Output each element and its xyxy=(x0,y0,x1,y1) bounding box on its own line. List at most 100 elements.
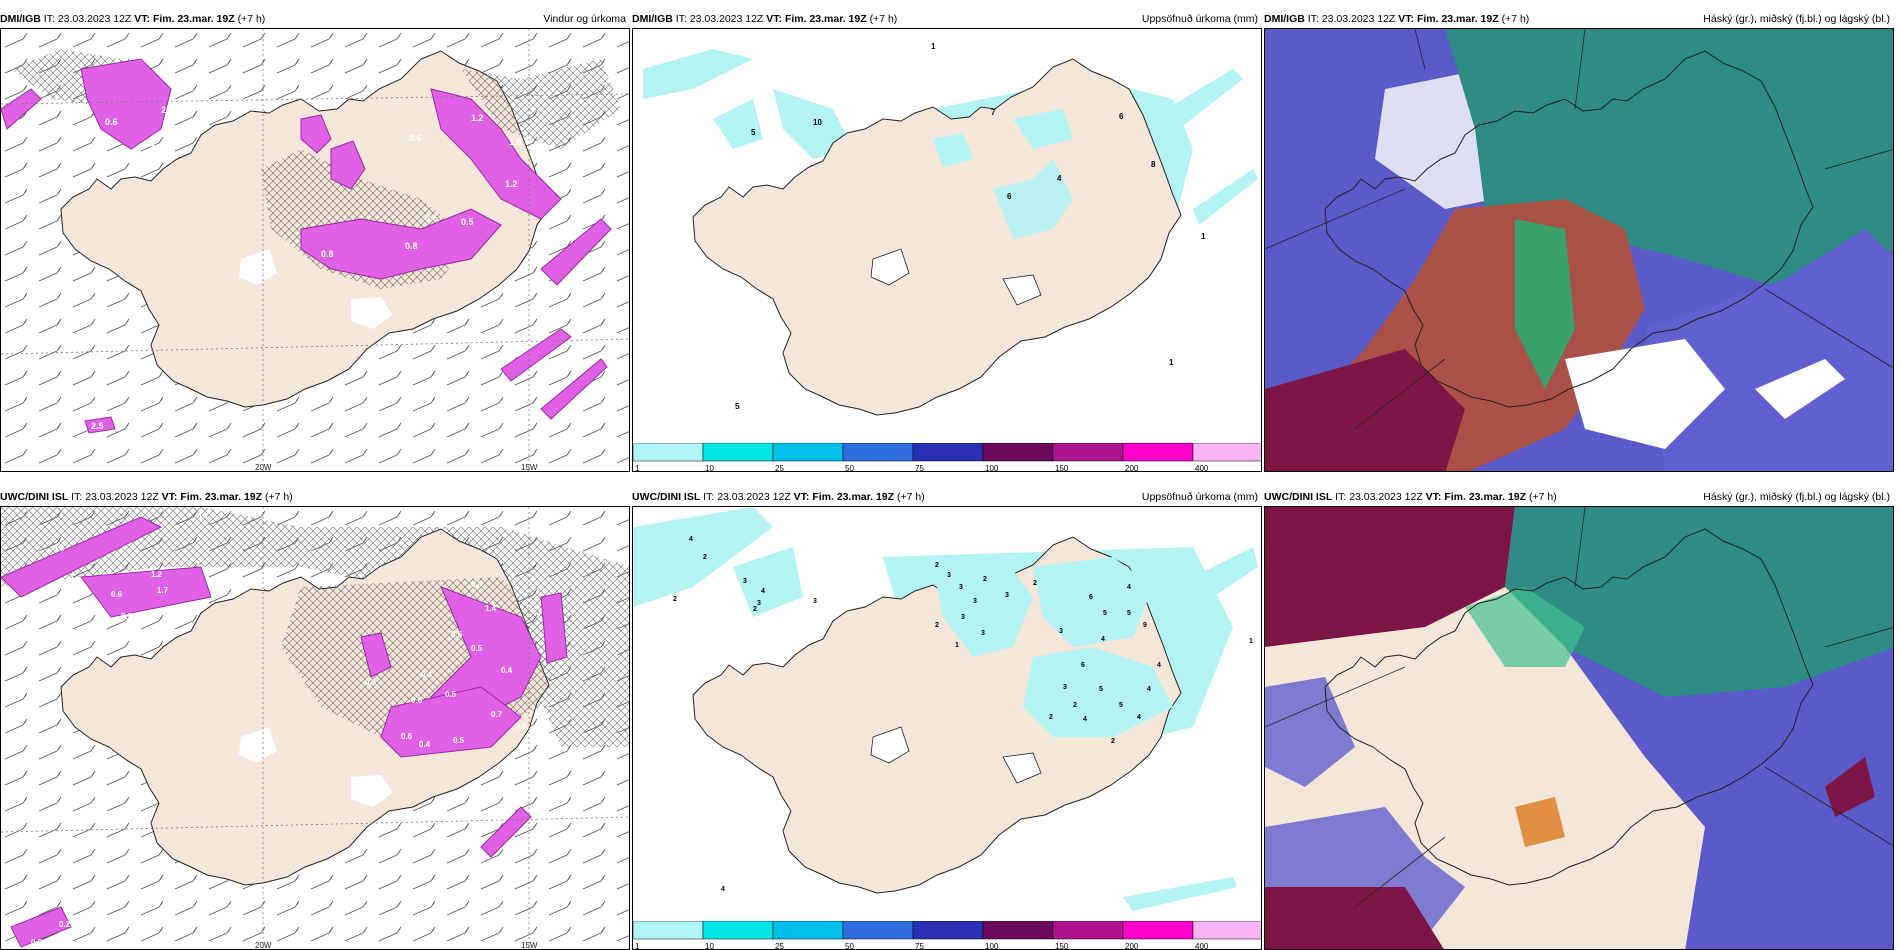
legend-swatch xyxy=(912,443,984,462)
svg-text:2: 2 xyxy=(935,622,939,629)
legend-label: 50 xyxy=(845,464,854,472)
map-area[interactable]: 2.8 1.2 0.6 1.6 1.2 0.6 0.5 0.8 0.5 1.2 … xyxy=(0,28,630,472)
model-name: DMI/IGB xyxy=(632,13,673,25)
legend-label: 100 xyxy=(985,464,999,472)
model-name: UWC/DINI ISL xyxy=(632,491,701,503)
svg-text:0.8: 0.8 xyxy=(471,580,483,589)
lead-time: (+7 h) xyxy=(264,491,293,503)
legend-swatch xyxy=(1122,921,1194,940)
svg-text:3: 3 xyxy=(1059,628,1063,635)
legend-label: 75 xyxy=(915,942,924,950)
svg-text:10: 10 xyxy=(813,118,822,127)
svg-text:0.4: 0.4 xyxy=(197,512,209,521)
legend-swatch xyxy=(1052,921,1124,940)
vt-label: VT: xyxy=(793,491,810,503)
legend-swatch xyxy=(772,443,844,462)
map-area[interactable] xyxy=(1264,506,1894,950)
it-label: IT: xyxy=(1335,491,1347,503)
svg-text:7: 7 xyxy=(991,108,996,117)
svg-text:4: 4 xyxy=(1101,636,1105,643)
legend-swatch xyxy=(1052,443,1124,462)
lon-label-20w: 20W xyxy=(255,941,272,950)
svg-text:2: 2 xyxy=(935,562,939,569)
svg-text:0.3: 0.3 xyxy=(365,678,377,687)
svg-text:2: 2 xyxy=(1033,580,1037,587)
svg-text:0.4: 0.4 xyxy=(421,670,433,679)
it-label: IT: xyxy=(1307,13,1319,25)
svg-text:2: 2 xyxy=(1111,738,1115,745)
it-time: 23.03.2023 12Z xyxy=(1321,13,1396,25)
svg-text:1.2: 1.2 xyxy=(151,143,164,153)
svg-text:0.5: 0.5 xyxy=(471,644,483,653)
svg-text:6: 6 xyxy=(1081,662,1085,669)
svg-text:2: 2 xyxy=(703,554,707,561)
panel-title: DMI/IGB IT: 23.03.2023 12Z VT: Fim. 23.m… xyxy=(632,10,1262,28)
svg-text:4: 4 xyxy=(1137,714,1141,721)
svg-text:1.7: 1.7 xyxy=(157,586,169,595)
svg-text:0.6: 0.6 xyxy=(451,630,463,639)
legend-label: 1 xyxy=(635,942,640,950)
svg-text:0.2: 0.2 xyxy=(59,920,71,929)
precip-legend: 1 10 25 50 75 100 150 200 400 xyxy=(633,443,1261,472)
svg-text:2.5: 2.5 xyxy=(91,421,104,431)
vt-label: VT: xyxy=(766,13,783,25)
it-label: IT: xyxy=(675,13,687,25)
svg-text:1.2: 1.2 xyxy=(151,570,163,579)
svg-text:0.6: 0.6 xyxy=(31,938,43,947)
field-title: Uppsöfnuð úrkoma (mm) xyxy=(1141,491,1258,503)
vt-label: VT: xyxy=(134,13,151,25)
panel-title: UWC/DINI ISL IT: 23.03.2023 12Z VT: Fim.… xyxy=(632,488,1262,506)
legend-label: 400 xyxy=(1195,464,1209,472)
lead-time: (+7 h) xyxy=(1528,491,1557,503)
it-label: IT: xyxy=(703,491,715,503)
svg-text:1.6: 1.6 xyxy=(509,137,522,147)
panel-dini-clouds: UWC/DINI ISL IT: 23.03.2023 12Z VT: Fim.… xyxy=(1264,488,1894,950)
panel-dmi-wind: DMI/IGB IT: 23.03.2023 12Z VT: Fim. 23.m… xyxy=(0,10,630,472)
legend-swatch xyxy=(842,443,914,462)
svg-text:4: 4 xyxy=(689,536,693,543)
svg-text:3: 3 xyxy=(743,578,747,585)
svg-text:3: 3 xyxy=(757,600,761,607)
lead-time: (+7 h) xyxy=(869,13,898,25)
svg-text:4: 4 xyxy=(1057,174,1062,183)
model-name: DMI/IGB xyxy=(0,13,41,25)
svg-text:0.6: 0.6 xyxy=(111,590,123,599)
legend-label: 150 xyxy=(1055,464,1069,472)
svg-text:0.8: 0.8 xyxy=(321,249,334,259)
svg-text:0.4: 0.4 xyxy=(501,666,513,675)
legend-swatch xyxy=(912,921,984,940)
svg-text:1: 1 xyxy=(1169,358,1174,367)
legend-swatch xyxy=(842,921,914,940)
svg-text:2: 2 xyxy=(1049,714,1053,721)
legend-label: 25 xyxy=(775,942,784,950)
svg-text:6: 6 xyxy=(1089,594,1093,601)
legend-label: 400 xyxy=(1195,942,1209,950)
field-title: Vindur og úrkoma xyxy=(543,13,626,25)
it-time: 23.03.2023 12Z xyxy=(689,13,764,25)
svg-text:0.6: 0.6 xyxy=(53,544,65,553)
svg-text:4: 4 xyxy=(1127,584,1131,591)
svg-text:5: 5 xyxy=(1127,610,1131,617)
svg-text:3: 3 xyxy=(973,598,977,605)
field-title: Uppsöfnuð úrkoma (mm) xyxy=(1141,13,1258,25)
it-label: IT: xyxy=(71,491,83,503)
map-area[interactable] xyxy=(1264,28,1894,472)
svg-text:3: 3 xyxy=(961,614,965,621)
svg-text:0.5: 0.5 xyxy=(425,213,438,223)
svg-text:3: 3 xyxy=(959,584,963,591)
vt-label: VT: xyxy=(1398,13,1415,25)
svg-text:4: 4 xyxy=(1157,662,1161,669)
lon-label-15w: 15W xyxy=(521,463,538,472)
map-area[interactable]: 0.6 0.4 0.6 1.2 0.9 1.7 0.8 1.4 0.6 0.5 … xyxy=(0,506,630,950)
svg-text:2: 2 xyxy=(1073,702,1077,709)
panel-title: DMI/IGB IT: 23.03.2023 12Z VT: Fim. 23.m… xyxy=(0,10,630,28)
legend-swatch xyxy=(633,921,704,940)
map-area[interactable]: 5 10 7 6 6 4 8 1 1 5 1 1 10 25 50 75 100 150 20… xyxy=(632,28,1262,472)
model-name: UWC/DINI ISL xyxy=(0,491,69,503)
svg-text:2: 2 xyxy=(983,576,987,583)
lon-label-15w: 15W xyxy=(521,941,538,950)
panel-dini-wind: UWC/DINI ISL IT: 23.03.2023 12Z VT: Fim.… xyxy=(0,488,630,950)
svg-text:0.5: 0.5 xyxy=(461,217,474,227)
svg-text:6: 6 xyxy=(1007,192,1012,201)
